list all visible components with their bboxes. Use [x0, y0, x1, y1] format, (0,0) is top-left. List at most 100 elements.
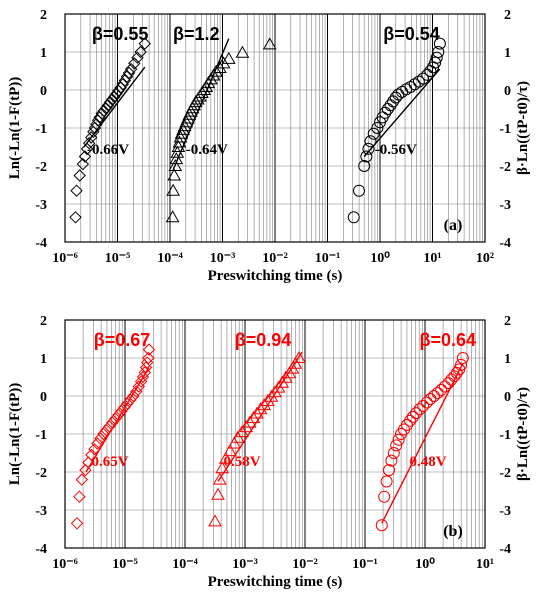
- y-tick-label-left: -2: [35, 160, 47, 175]
- data-point: [69, 211, 82, 224]
- plot-frame: [64, 319, 486, 549]
- data-point: [375, 519, 388, 532]
- beta-label: β=0.64: [420, 330, 477, 350]
- data-point: [177, 119, 192, 132]
- beta-label: β=1.2: [173, 24, 220, 44]
- data-point: [76, 157, 90, 171]
- fit-line: [381, 363, 464, 524]
- data-point: [420, 396, 433, 409]
- plot-frame: [64, 13, 486, 243]
- y-tick-label-right: -4: [499, 542, 511, 557]
- data-point: [75, 473, 89, 486]
- data-point: [438, 380, 451, 393]
- y-tick-label-left: 2: [40, 314, 47, 329]
- data-point: [347, 211, 360, 224]
- data-point: [392, 88, 405, 101]
- voltage-label: -0.66V: [87, 142, 129, 158]
- data-point: [99, 102, 113, 115]
- y-tick-label-left: -1: [35, 122, 47, 137]
- data-point: [262, 37, 277, 50]
- data-point: [124, 393, 137, 407]
- data-point: [435, 383, 448, 396]
- data-point: [106, 93, 119, 106]
- y-tick-label-left: -2: [35, 466, 47, 481]
- fit-line: [85, 367, 150, 473]
- data-point: [456, 352, 469, 364]
- data-point: [428, 390, 440, 402]
- y-axis-title-left: Ln(-Ln(1-F(tP)): [7, 77, 23, 179]
- x-axis-title: Preswitching time (s): [208, 268, 343, 284]
- beta-label: β=0.55: [92, 24, 149, 44]
- beta-label: β=0.54: [383, 24, 440, 44]
- y-tick-label-left: 2: [40, 8, 47, 23]
- data-point: [246, 411, 261, 424]
- data-point: [138, 37, 152, 50]
- voltage-label: -0.64V: [186, 142, 228, 158]
- data-point: [130, 385, 143, 398]
- beta-label: β=0.94: [235, 330, 292, 350]
- x-tick-label: 10⁻²: [262, 251, 288, 266]
- data-point: [429, 56, 442, 69]
- data-point: [120, 70, 134, 83]
- y-tick-label-left: -3: [35, 504, 47, 519]
- data-point: [404, 80, 417, 93]
- data-point: [410, 407, 422, 420]
- data-point: [142, 351, 155, 365]
- data-point: [100, 423, 113, 437]
- data-point: [421, 68, 434, 81]
- x-tick-label: 10⁻¹: [315, 251, 341, 266]
- panel-label: (b): [443, 523, 463, 540]
- data-point: [209, 64, 224, 77]
- data-point: [101, 98, 115, 112]
- fit-line: [83, 66, 146, 148]
- data-point: [362, 142, 375, 155]
- y-tick-label-right: -2: [499, 160, 511, 175]
- y-tick-label-left: -4: [35, 236, 47, 251]
- data-point: [417, 399, 430, 412]
- data-point: [250, 406, 264, 419]
- data-point: [142, 343, 156, 356]
- data-point: [85, 448, 98, 462]
- x-tick-label: 10¹: [476, 557, 494, 572]
- data-point: [430, 51, 443, 64]
- data-point: [127, 389, 140, 403]
- x-tick-label: 10¹: [423, 251, 441, 266]
- series-triangle: [165, 37, 277, 223]
- data-point: [360, 150, 373, 163]
- data-point: [132, 380, 146, 393]
- voltage-label: 0.58V: [223, 454, 260, 470]
- y-tick-label-left: 0: [40, 390, 47, 405]
- data-point: [171, 139, 186, 152]
- panel-label: (a): [444, 217, 463, 234]
- data-point: [253, 402, 268, 415]
- data-point: [412, 75, 425, 88]
- series-diamond: [70, 343, 156, 530]
- y-tick-label-right: 0: [504, 84, 511, 99]
- y-tick-label-right: 2: [504, 314, 511, 329]
- data-point: [94, 432, 107, 445]
- data-point: [108, 90, 121, 104]
- data-point: [212, 472, 227, 485]
- data-point: [128, 57, 141, 70]
- x-tick-label: 10⁻⁵: [105, 251, 131, 266]
- voltage-label: -0.56V: [375, 142, 417, 158]
- data-point: [97, 427, 110, 441]
- y-tick-label-left: -4: [35, 542, 47, 557]
- data-point: [216, 56, 231, 69]
- chart-panel-2: 10⁻⁶ 10⁻⁵ 10⁻⁴ 10⁻³ 10⁻² 10⁻¹ 10⁰ 10¹ -4 -4 -3 -3 -2…: [7, 314, 531, 590]
- data-point: [401, 418, 413, 431]
- data-point: [358, 160, 371, 172]
- x-tick-label: 10⁻²: [292, 557, 318, 572]
- data-point: [103, 95, 117, 109]
- x-tick-label: 10⁻³: [210, 251, 236, 266]
- data-point: [385, 454, 398, 467]
- data-point: [131, 51, 144, 64]
- y-tick-label-right: -1: [499, 122, 511, 137]
- data-point: [215, 461, 230, 474]
- data-point: [387, 447, 400, 459]
- data-point: [122, 66, 136, 80]
- x-tick-label: 10⁻⁶: [52, 557, 78, 572]
- data-point: [211, 487, 225, 500]
- data-point: [97, 104, 111, 118]
- data-point: [221, 51, 236, 64]
